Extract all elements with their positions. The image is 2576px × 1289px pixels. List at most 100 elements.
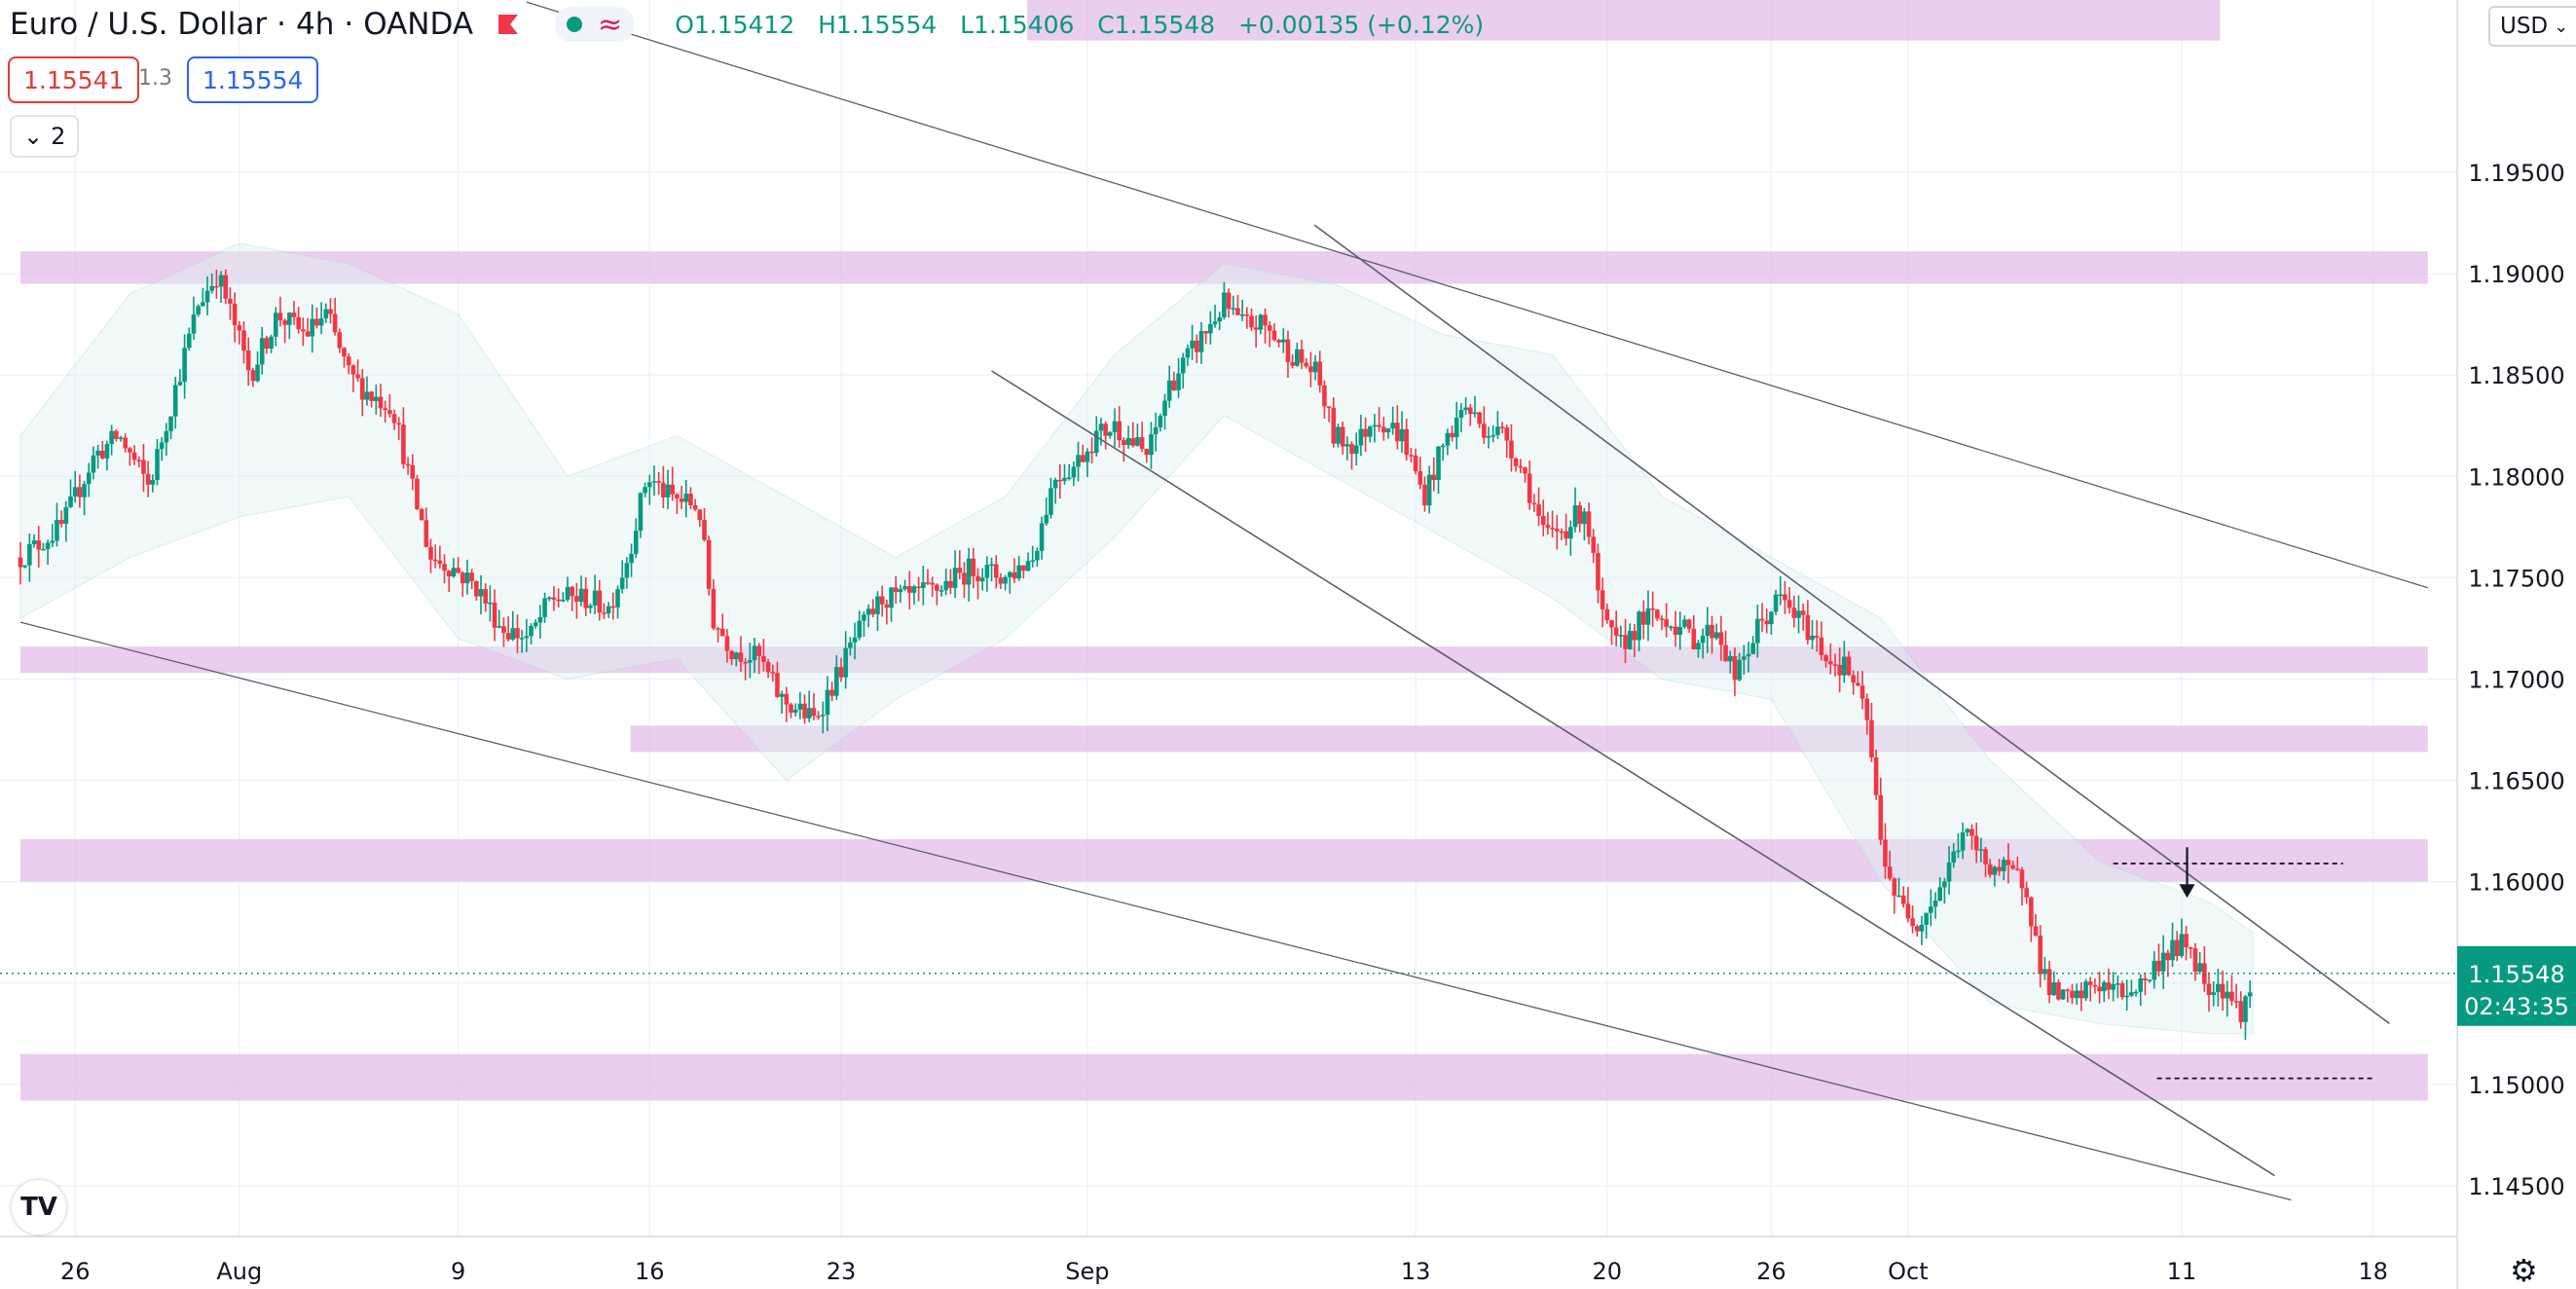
candle-body	[1404, 428, 1410, 456]
candle-body	[2116, 983, 2120, 985]
candle-body	[738, 652, 744, 662]
candle-body	[2033, 926, 2039, 937]
candle-body	[255, 364, 260, 382]
spread-label: 1.3	[138, 66, 172, 91]
candle-body	[2225, 991, 2230, 999]
candle-body	[998, 577, 1004, 584]
candle-body	[784, 693, 790, 705]
candle-body	[22, 565, 27, 568]
candle-body	[1531, 502, 1537, 505]
candle-body	[756, 645, 761, 656]
candle-body	[770, 672, 776, 674]
time-tick-label: 18	[2358, 1258, 2388, 1285]
time-tick-label: 26	[1756, 1258, 1786, 1285]
candle-body	[437, 560, 443, 565]
candle-body	[1669, 626, 1674, 629]
candle-body	[1217, 316, 1223, 322]
candle-body	[852, 637, 858, 643]
candle-body	[1372, 424, 1378, 427]
candle-body	[1212, 321, 1218, 324]
candle-body	[2065, 989, 2071, 991]
candle-body	[1426, 474, 1432, 506]
candle-body	[619, 577, 625, 590]
candle-body	[114, 430, 119, 439]
candle-body	[2233, 1001, 2239, 1003]
symbol-title[interactable]: Euro / U.S. Dollar	[10, 7, 268, 42]
candle-body	[2015, 868, 2020, 870]
candle-body	[1759, 618, 1765, 621]
candle-body	[675, 494, 680, 499]
time-tick-label: 26	[60, 1258, 91, 1285]
indicators-toggle[interactable]: ⌄ 2	[10, 115, 80, 158]
candle-body	[1363, 428, 1368, 437]
trendlines	[0, 1, 2457, 1201]
candle-body	[1637, 611, 1641, 641]
candle-body	[109, 430, 114, 444]
separator-dot: ·	[344, 7, 354, 42]
candle-body	[2010, 865, 2015, 869]
candle-body	[1203, 331, 1208, 334]
grid	[0, 0, 2457, 1236]
candle-body	[1071, 466, 1077, 478]
candle-body	[1591, 536, 1597, 553]
zone-rect	[20, 838, 2428, 882]
last-price-value: 1.15548	[2468, 961, 2564, 988]
candle-body	[1832, 664, 1838, 666]
candle-body	[1737, 659, 1742, 681]
candle-body	[241, 330, 246, 350]
candle-body	[748, 660, 753, 663]
candle-body	[1080, 455, 1086, 462]
interval-label[interactable]: 4h	[296, 7, 335, 42]
candle-body	[1235, 308, 1240, 315]
candle-body	[1025, 561, 1031, 571]
candle-body	[1007, 571, 1012, 577]
price-tick-label: 1.14500	[2468, 1173, 2564, 1200]
candle-body	[1308, 366, 1313, 373]
candle-body	[1153, 426, 1159, 434]
candle-body	[396, 423, 402, 425]
candle-body	[1819, 637, 1824, 655]
candle-body	[1358, 428, 1364, 446]
currency-select[interactable]: USD ⌄	[2488, 6, 2576, 47]
candle-body	[1786, 600, 1792, 608]
candle-body	[1627, 631, 1633, 649]
candle-body	[1180, 357, 1186, 374]
candle-body	[583, 588, 589, 608]
candle-body	[172, 385, 178, 417]
candle-body	[2229, 991, 2234, 1002]
candle-body	[1713, 632, 1719, 639]
candle-body	[1659, 618, 1665, 620]
candle-body	[1198, 331, 1204, 352]
logo-icon[interactable]: TV	[12, 1180, 66, 1234]
candle-body	[150, 480, 156, 485]
candle-body	[1582, 511, 1587, 525]
candle-body	[1208, 323, 1213, 334]
candle-body	[378, 396, 384, 409]
flag-icon[interactable]	[497, 13, 520, 36]
sell-button[interactable]: 1.15541	[8, 56, 140, 103]
gear-icon[interactable]: ⚙	[2510, 1252, 2538, 1289]
candle-body	[387, 410, 392, 415]
candle-body	[1623, 635, 1628, 649]
candle-body	[478, 589, 484, 597]
candle-body	[716, 628, 720, 630]
buy-button[interactable]: 1.15554	[187, 56, 319, 103]
candle-body	[209, 285, 214, 291]
candle-body	[1016, 565, 1021, 579]
candle-body	[948, 580, 953, 588]
candle-body	[661, 482, 666, 497]
candle-body	[1846, 656, 1852, 676]
status-chip[interactable]: ≈	[555, 7, 635, 42]
candle-body	[1390, 423, 1395, 429]
candle-body	[537, 616, 543, 623]
candle-body	[483, 589, 488, 604]
candle-body	[104, 443, 110, 459]
candle-body	[1887, 866, 1893, 879]
candle-body	[1166, 380, 1172, 401]
candle-body	[2019, 869, 2025, 889]
candle-body	[82, 484, 87, 497]
candle-body	[1326, 406, 1332, 408]
candle-body	[1385, 428, 1391, 433]
